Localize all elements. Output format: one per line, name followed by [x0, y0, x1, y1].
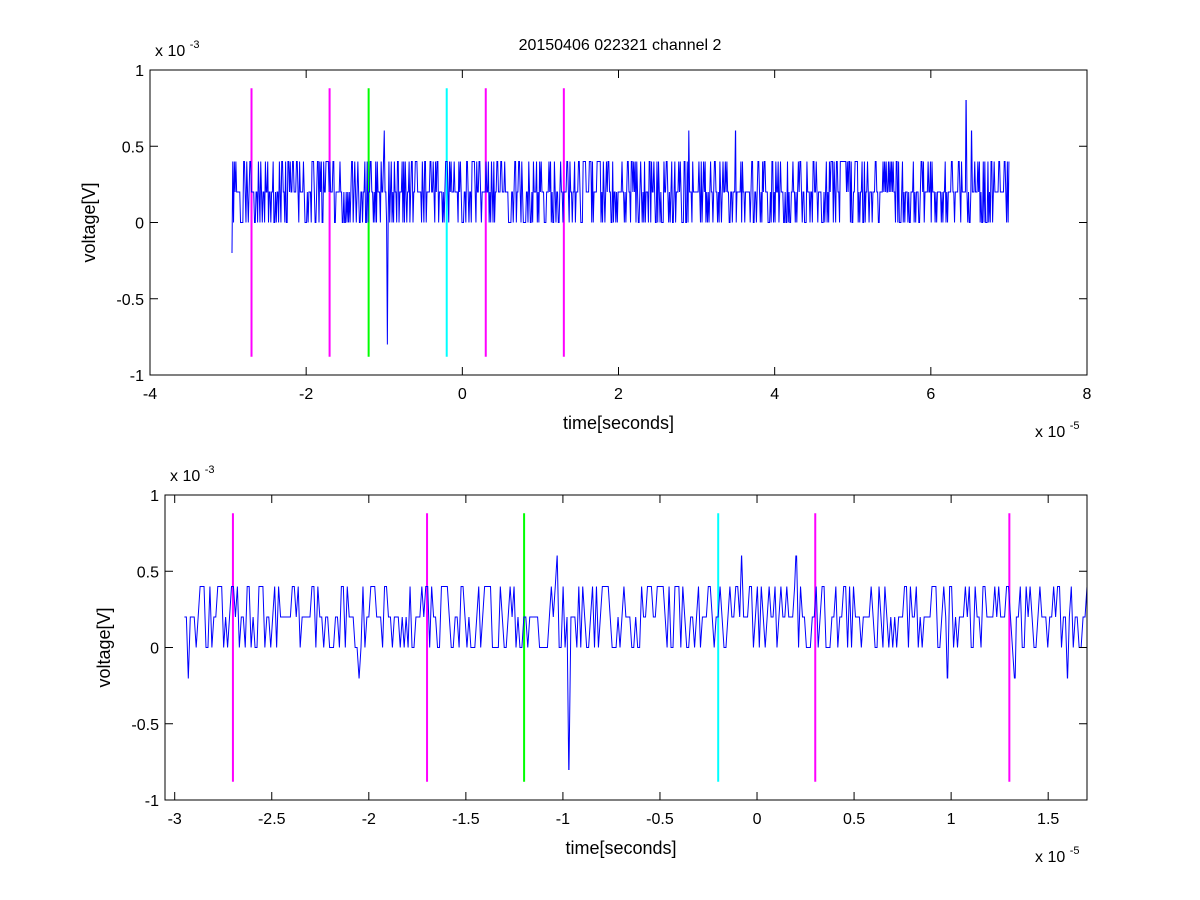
bottom-x-tick-label: 0: [753, 811, 762, 828]
bottom-y-tick-label: 0.5: [137, 564, 159, 581]
top-y-tick-label: -0.5: [116, 292, 144, 309]
bottom-x-tick-label: 0.5: [843, 811, 865, 828]
bottom-x-tick-label: 1.5: [1037, 811, 1059, 828]
bottom-x-exponent-base: x 10: [1035, 849, 1065, 866]
bottom-x-tick-label: -1.5: [452, 811, 480, 828]
top-y-tick-label: 1: [135, 63, 144, 80]
top-x-tick-label: 2: [614, 386, 623, 403]
bottom-y-exponent-power: -3: [205, 464, 215, 476]
top-x-tick-label: -4: [143, 386, 157, 403]
bottom-y-tick-label: 1: [150, 488, 159, 505]
top-x-exponent-base: x 10: [1035, 424, 1065, 441]
bottom-y-axis-label: voltage[V]: [94, 607, 114, 687]
bottom-axes: -3 -2.5 -2 -1.5 -1 -0.5 0 0.5 1 1.5 -1 -0.5 0 0.5 1 t…: [94, 464, 1088, 866]
top-y-exponent-power: -3: [190, 39, 200, 51]
top-x-tick-label: 4: [770, 386, 779, 403]
bottom-x-tick-label: -2: [362, 811, 376, 828]
bottom-y-ticks: -1 -0.5 0 0.5 1: [131, 488, 1087, 810]
bottom-y-tick-label: 0: [150, 641, 159, 658]
bottom-x-exponent: x 10 -5: [1035, 845, 1079, 866]
bottom-x-exponent-power: -5: [1070, 845, 1080, 857]
top-x-tick-label: 8: [1083, 386, 1092, 403]
bottom-x-tick-label: 1: [947, 811, 956, 828]
bottom-y-exponent-base: x 10: [170, 468, 200, 485]
bottom-y-exponent: x 10 -3: [170, 464, 214, 485]
top-x-tick-label: 0: [458, 386, 467, 403]
bottom-x-tick-label: -3: [168, 811, 182, 828]
top-x-exponent-power: -5: [1070, 420, 1080, 432]
bottom-x-axis-label: time[seconds]: [565, 838, 676, 858]
top-y-tick-label: 0: [135, 216, 144, 233]
figure-title: 20150406 022321 channel 2: [519, 37, 722, 54]
top-voltage-trace: [231, 100, 1010, 345]
bottom-x-tick-label: -0.5: [646, 811, 674, 828]
bottom-y-tick-label: -1: [145, 793, 159, 810]
top-x-ticks: -4 -2 0 2 4 6 8: [143, 70, 1092, 403]
top-x-axis-label: time[seconds]: [563, 413, 674, 433]
top-y-tick-label: -1: [130, 368, 144, 385]
bottom-voltage-trace: [184, 555, 1088, 770]
top-y-exponent: x 10 -3: [155, 39, 199, 60]
top-y-ticks: -1 -0.5 0 0.5 1: [116, 63, 1087, 385]
top-y-axis-label: voltage[V]: [79, 182, 99, 262]
top-event-markers: [250, 88, 565, 357]
top-y-exponent-base: x 10: [155, 43, 185, 60]
top-axes: -4 -2 0 2 4 6 8 -1 -0.5 0 0.5 1 time[seconds] volt…: [79, 39, 1092, 441]
bottom-x-ticks: -3 -2.5 -2 -1.5 -1 -0.5 0 0.5 1 1.5: [168, 495, 1059, 828]
bottom-x-tick-label: -2.5: [258, 811, 286, 828]
top-x-exponent: x 10 -5: [1035, 420, 1079, 441]
bottom-event-markers: [231, 513, 1011, 782]
top-y-tick-label: 0.5: [122, 139, 144, 156]
top-x-tick-label: -2: [299, 386, 313, 403]
top-x-tick-label: 6: [926, 386, 935, 403]
bottom-x-tick-label: -1: [556, 811, 570, 828]
bottom-y-tick-label: -0.5: [131, 717, 159, 734]
